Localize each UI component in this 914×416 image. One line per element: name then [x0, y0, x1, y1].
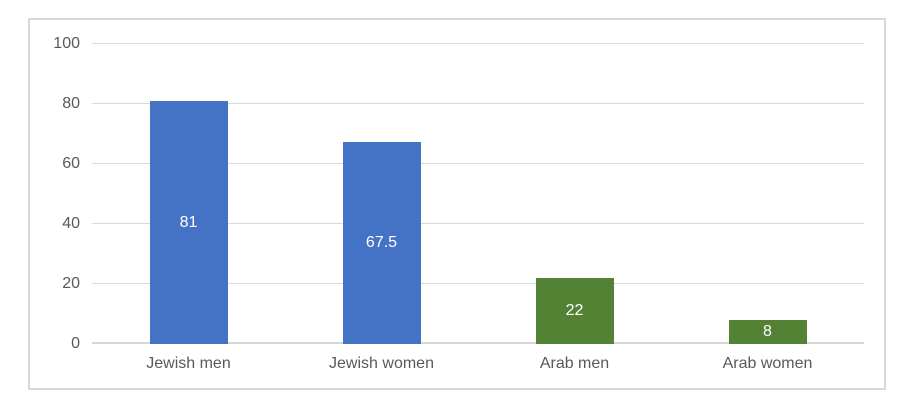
data-label-jewish-men: 81 [179, 213, 198, 231]
x-axis: Jewish men Jewish women Arab men Arab women [92, 352, 864, 376]
gridline-40 [92, 223, 864, 224]
data-label-arab-women: 8 [763, 323, 772, 340]
y-tick-label-80: 80 [62, 95, 80, 112]
x-tick-label-jewish-men: Jewish men [146, 355, 231, 372]
gridline-100 [92, 43, 864, 44]
y-tick-label-60: 60 [62, 155, 80, 172]
gridline-80 [92, 103, 864, 104]
bar-column-arab-women: 8 [671, 44, 864, 344]
gridline-20 [92, 283, 864, 284]
data-label-jewish-women: 67.5 [365, 233, 398, 251]
x-axis-line [92, 342, 864, 344]
y-tick-label-100: 100 [53, 35, 80, 52]
y-axis: 0 20 40 60 80 100 [30, 20, 80, 388]
y-tick-label-0: 0 [71, 335, 80, 352]
data-label-arab-men: 22 [565, 302, 584, 319]
plot-area: 81 67.5 22 8 [92, 43, 864, 344]
bar-jewish-men: 81 [149, 101, 228, 344]
x-tick-label-jewish-women: Jewish women [329, 355, 434, 372]
bar-column-arab-men: 22 [478, 44, 671, 344]
x-tick-label-arab-women: Arab women [722, 355, 813, 372]
bar-column-jewish-women: 67.5 [285, 44, 478, 344]
chart-area: 81 67.5 22 8 0 20 40 60 80 100 Jewish men Jewish … [28, 18, 886, 390]
bar-jewish-women: 67.5 [342, 141, 421, 344]
y-tick-label-40: 40 [62, 215, 80, 232]
x-tick-label-arab-men: Arab men [539, 355, 610, 372]
bar-arab-men: 22 [535, 278, 614, 344]
y-tick-label-20: 20 [62, 275, 80, 292]
gridline-60 [92, 163, 864, 164]
bar-arab-women: 8 [728, 320, 807, 344]
bar-column-jewish-men: 81 [92, 44, 285, 344]
